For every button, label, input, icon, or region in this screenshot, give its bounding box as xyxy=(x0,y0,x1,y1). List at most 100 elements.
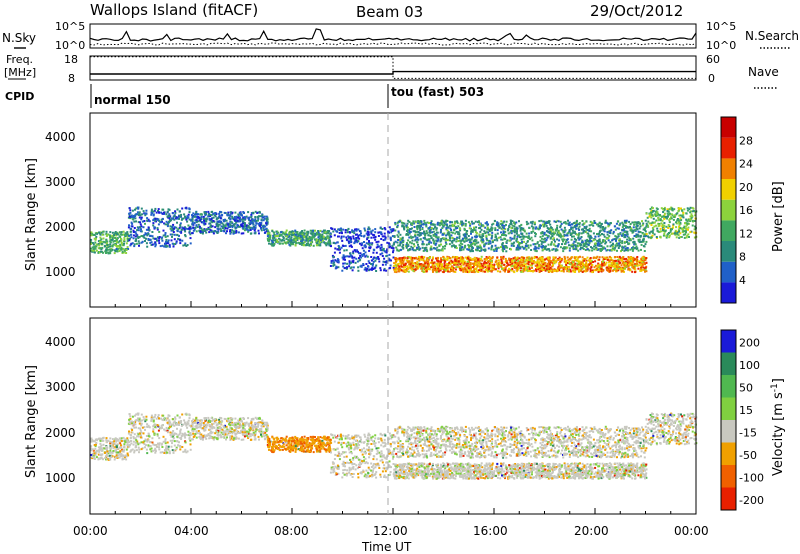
power-echo-cell xyxy=(486,239,489,242)
power-echo-cell xyxy=(617,247,620,249)
power-echo-cell xyxy=(527,266,530,268)
power-echo-cell xyxy=(432,262,435,265)
power-echo-cell xyxy=(154,245,157,248)
power-echo-cell xyxy=(147,226,150,229)
power-echo-cell xyxy=(589,257,592,259)
power-echo-cell xyxy=(332,264,335,267)
power-echo-cell xyxy=(455,266,458,269)
power-echo-cell xyxy=(517,268,520,271)
power-echo-cell xyxy=(106,248,109,251)
power-echo-cell xyxy=(390,259,392,262)
power-echo-cell xyxy=(436,264,439,267)
power-echo-cell xyxy=(567,258,570,261)
power-echo-cell xyxy=(135,213,138,216)
power-echo-cell xyxy=(588,263,591,266)
power-echo-cell xyxy=(511,268,514,270)
power-echo-cell xyxy=(347,235,350,238)
power-echo-cell xyxy=(537,262,540,265)
power-echo-cell xyxy=(357,266,360,269)
power-echo-cell xyxy=(590,236,593,239)
power-echo-cell xyxy=(317,230,320,232)
power-echo-cell xyxy=(262,219,265,222)
power-echo-cell xyxy=(142,210,145,213)
power-echo-cell xyxy=(569,244,572,247)
power-echo-cell xyxy=(302,242,305,245)
power-echo-cell xyxy=(348,262,351,265)
power-echo-cell xyxy=(641,220,643,223)
power-echo-cell xyxy=(480,258,483,261)
power-echo-cell xyxy=(98,244,101,247)
power-echo-cell xyxy=(305,243,308,245)
power-echo-cell xyxy=(555,259,558,262)
power-echo-cell xyxy=(303,232,306,235)
power-echo-cell xyxy=(166,245,168,248)
power-echo-cell xyxy=(98,231,100,234)
power-echo-cell xyxy=(254,232,257,235)
power-echo-cell xyxy=(227,225,230,228)
power-echo-cell xyxy=(350,238,352,240)
power-echo-cell xyxy=(621,240,624,243)
power-echo-cell xyxy=(421,246,424,249)
power-echo-cell xyxy=(126,231,129,234)
power-echo-cell xyxy=(631,270,634,273)
power-echo-cell xyxy=(562,270,565,273)
power-echo-cell xyxy=(296,237,299,239)
power-echo-cell xyxy=(512,245,515,247)
power-echo-cell xyxy=(592,256,595,259)
power-echo-cell xyxy=(562,240,564,243)
power-echo-cell xyxy=(348,260,351,263)
power-echo-cell xyxy=(413,230,416,233)
power-echo-cell xyxy=(337,245,340,247)
power-echo-cell xyxy=(589,260,591,263)
power-echo-cell xyxy=(229,214,232,217)
power-echo-cell xyxy=(346,231,349,234)
power-echo-cell xyxy=(308,235,311,238)
power-echo-cell xyxy=(593,266,596,269)
power-echo-cell xyxy=(126,246,129,249)
power-echo-cell xyxy=(440,220,443,223)
power-echo-cell xyxy=(292,231,295,234)
power-echo-cell xyxy=(444,258,447,261)
power-echo-cell xyxy=(243,229,246,232)
power-echo-cell xyxy=(169,227,172,230)
power-echo-cell xyxy=(342,262,345,265)
power-echo-cell xyxy=(179,242,182,245)
power-echo-cell xyxy=(566,262,569,264)
power-echo-cell xyxy=(101,233,104,236)
power-echo-cell xyxy=(168,215,171,218)
power-echo-cell xyxy=(279,233,281,236)
power-echo-cell xyxy=(565,268,568,270)
power-echo-cell xyxy=(214,215,217,218)
power-echo-cell xyxy=(349,239,352,242)
power-echo-cell xyxy=(139,221,141,224)
power-echo-cell xyxy=(645,261,648,264)
power-echo-cell xyxy=(617,233,620,236)
power-echo-cell xyxy=(470,232,472,235)
power-echo-cell xyxy=(431,231,434,234)
power-echo-cell xyxy=(576,245,579,247)
power-echo-cell xyxy=(636,256,639,258)
power-echo-cell xyxy=(468,259,471,262)
power-echo-cell xyxy=(117,245,120,247)
power-echo-cell xyxy=(412,220,415,223)
power-echo-cell xyxy=(553,243,556,246)
power-echo-cell xyxy=(318,234,321,237)
power-echo-cell xyxy=(633,235,636,237)
power-echo-cell xyxy=(598,263,601,266)
power-echo-cell xyxy=(225,232,227,235)
power-echo-cell xyxy=(265,227,268,230)
power-echo-cell xyxy=(485,258,488,261)
power-echo-cell xyxy=(170,219,173,222)
power-echo-cell xyxy=(133,220,136,223)
power-echo-cell xyxy=(94,232,97,235)
power-echo-cell xyxy=(477,241,480,244)
power-echo-cell xyxy=(322,239,325,242)
power-echo-cell xyxy=(276,232,279,235)
power-echo-cell xyxy=(160,211,163,214)
power-echo-cell xyxy=(432,266,435,269)
power-echo-cell xyxy=(213,230,216,233)
power-echo-cell xyxy=(90,231,93,234)
power-echo-cell xyxy=(475,259,478,262)
noise-search-line xyxy=(89,42,697,46)
power-echo-cell xyxy=(109,235,112,238)
